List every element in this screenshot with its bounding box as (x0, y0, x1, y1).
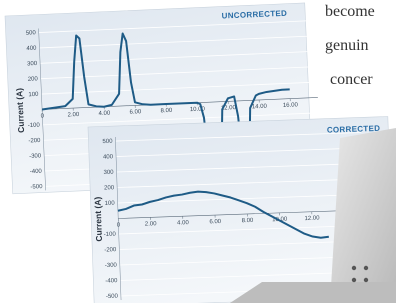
x-tick-label: 8.00 (160, 108, 173, 115)
y-tick-label: 200 (104, 185, 115, 191)
y-tick-label: -400 (105, 278, 118, 284)
x-tick-label: 6.00 (129, 109, 142, 116)
x-tick-label: 2.00 (67, 112, 80, 119)
y-tick-label: 400 (103, 154, 114, 160)
y-tick-label: -300 (29, 153, 42, 160)
y-tick-label: -500 (106, 294, 119, 300)
y-tick-label: -100 (28, 123, 41, 130)
y-tick-label: 200 (28, 76, 39, 82)
y-tick-label: 500 (26, 30, 37, 36)
y-tick-label: -400 (30, 169, 43, 176)
x-tick-label: 4.00 (177, 220, 190, 226)
x-tick-label: 12.00 (304, 216, 320, 223)
y-tick-label: -200 (28, 138, 41, 145)
text-line: become (325, 3, 375, 20)
x-tick-label: 8.00 (242, 218, 255, 224)
y-tick-label: 100 (105, 201, 116, 207)
y-tick-label: 400 (26, 46, 37, 52)
page: become genuin concer UNCORRECTEDCurrent … (0, 0, 396, 303)
x-tick-label: 16.00 (283, 102, 299, 109)
x-tick-label: 6.00 (209, 219, 222, 225)
y-tick-label: -500 (30, 184, 43, 191)
y-tick-label: -200 (104, 247, 117, 253)
text-line: genuin (325, 37, 369, 54)
y-tick-label: -100 (104, 232, 117, 238)
y-axis-label: Current (A) (14, 88, 26, 133)
y-axis-label: Current (A) (92, 196, 104, 241)
device-body (330, 128, 396, 303)
x-tick-label: 4.00 (98, 111, 111, 118)
y-tick-label: 300 (103, 170, 114, 176)
y-tick-label: 500 (102, 139, 113, 145)
x-tick-label: 2.00 (145, 221, 158, 227)
text-line: concer (330, 71, 373, 88)
y-tick-label: -300 (105, 263, 118, 269)
document-text: become genuin concer (325, 3, 375, 88)
y-tick-label: 300 (27, 61, 38, 67)
x-tick-label: 14.00 (252, 104, 268, 111)
y-tick-label: 100 (28, 92, 39, 98)
